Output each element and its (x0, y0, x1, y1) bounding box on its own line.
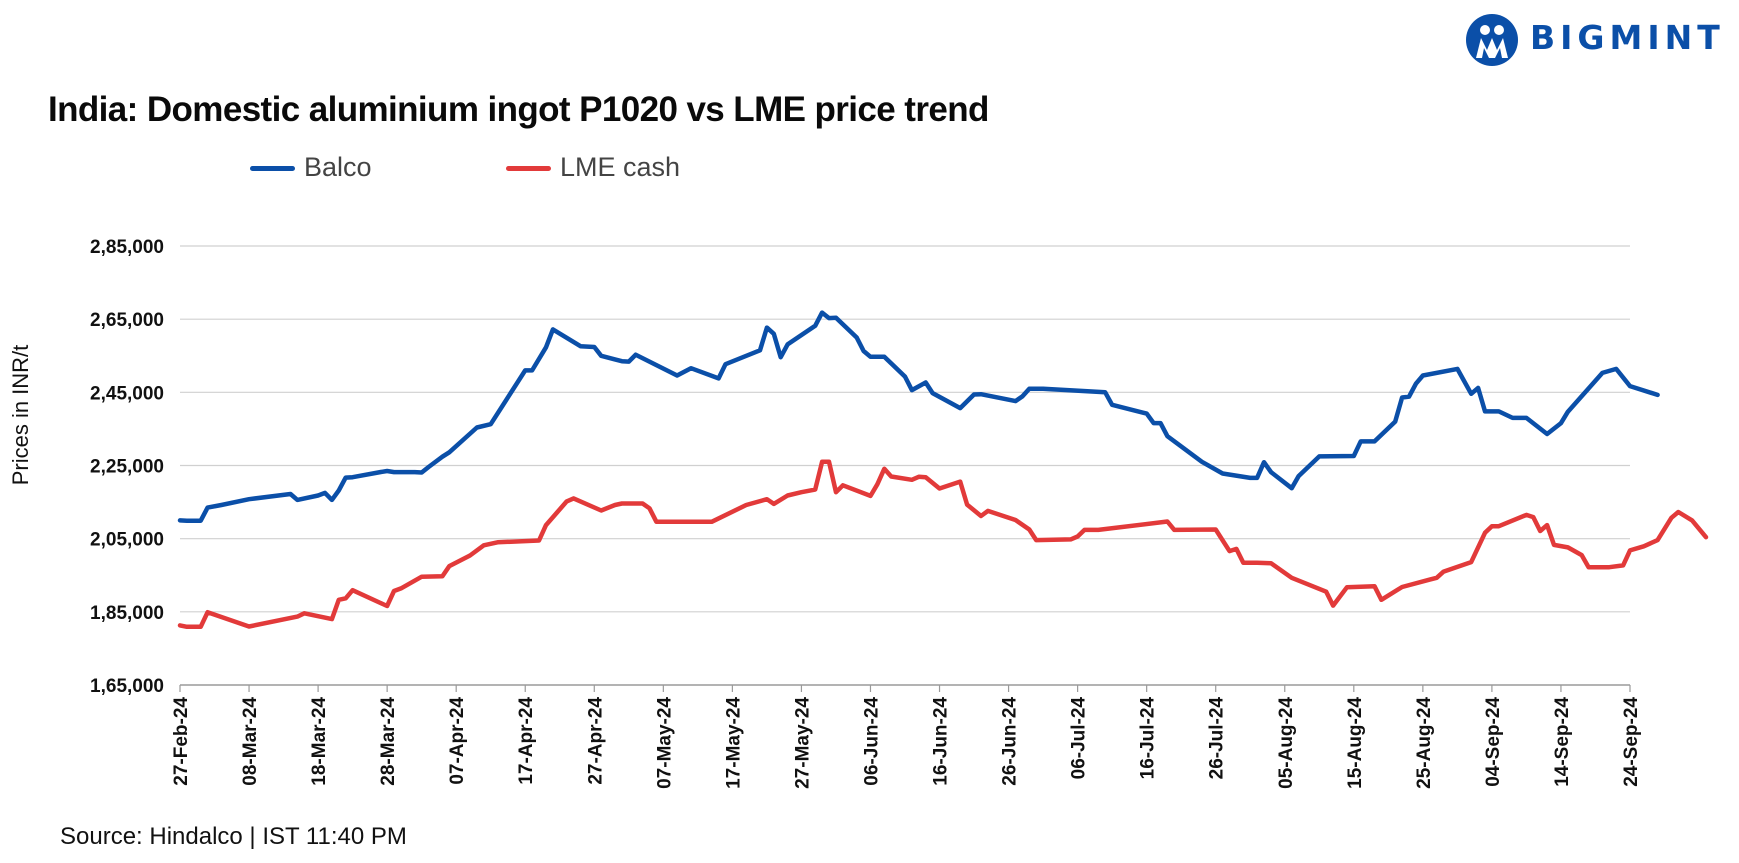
x-tick-label: 05-Aug-24 (1276, 697, 1297, 789)
chart-series (177, 310, 1709, 630)
x-tick-label: 26-Jul-24 (1207, 697, 1228, 780)
x-tick-label: 17-Apr-24 (516, 697, 537, 785)
x-tick-label: 27-Feb-24 (171, 697, 192, 786)
y-tick-label: 2,25,000 (90, 457, 164, 478)
x-tick-label: 27-May-24 (792, 697, 813, 789)
series-line-balco (177, 310, 1660, 523)
x-axis: 27-Feb-24 08-Mar-24 18-Mar-24 28-Mar-24 07-A… (171, 685, 1642, 789)
y-axis-label: Prices in INR/t (8, 345, 33, 486)
x-tick-label: 07-Apr-24 (447, 697, 468, 785)
x-tick-label: 28-Mar-24 (378, 697, 399, 786)
x-tick-label: 06-Jun-24 (861, 697, 882, 786)
legend-label-balco: Balco (304, 152, 372, 182)
x-tick-label: 17-May-24 (723, 697, 744, 789)
chart-title: India: Domestic aluminium ingot P1020 vs… (48, 90, 989, 129)
y-tick-label: 2,05,000 (90, 530, 164, 551)
x-tick-label: 25-Aug-24 (1414, 697, 1435, 789)
source-note: Source: Hindalco | IST 11:40 PM (60, 823, 407, 850)
x-tick-label: 04-Sep-24 (1483, 697, 1504, 787)
y-tick-label: 2,45,000 (90, 383, 164, 404)
x-tick-label: 24-Sep-24 (1621, 697, 1642, 787)
legend-swatch-lme-cash (506, 166, 551, 171)
legend-swatch-balco (250, 166, 295, 171)
series-line-lme-cash (177, 459, 1709, 630)
x-tick-label: 15-Aug-24 (1345, 697, 1366, 789)
y-tick-label: 1,85,000 (90, 603, 164, 624)
y-tick-label: 2,65,000 (90, 310, 164, 331)
x-tick-label: 16-Jun-24 (931, 697, 952, 786)
x-tick-label: 26-Jun-24 (1000, 697, 1021, 786)
y-axis: 1,65,000 1,85,000 2,05,000 2,25,000 2,45,000… (90, 237, 164, 697)
chart-gridlines (180, 245, 1630, 686)
y-tick-label: 2,85,000 (90, 237, 164, 258)
bigmint-logo-icon (1466, 14, 1518, 66)
y-tick-label: 1,65,000 (90, 676, 164, 697)
x-tick-label: 27-Apr-24 (585, 697, 606, 785)
x-tick-label: 08-Mar-24 (240, 697, 261, 786)
x-tick-label: 18-Mar-24 (309, 697, 330, 786)
x-tick-label: 14-Sep-24 (1552, 697, 1573, 787)
legend-label-lme-cash: LME cash (560, 152, 681, 182)
bigmint-logo: BIGMINT (1462, 10, 1732, 70)
x-tick-label: 07-May-24 (654, 697, 675, 789)
brand-name: BIGMINT (1530, 18, 1725, 57)
x-tick-label: 06-Jul-24 (1069, 697, 1090, 780)
x-tick-label: 16-Jul-24 (1138, 697, 1159, 780)
